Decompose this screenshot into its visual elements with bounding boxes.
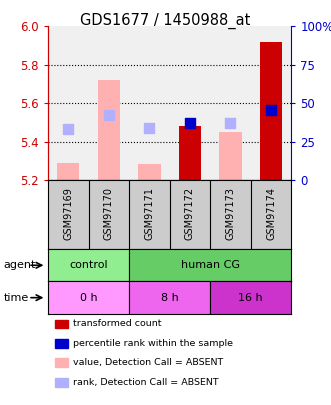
Text: GSM97174: GSM97174 — [266, 187, 276, 240]
Text: value, Detection Call = ABSENT: value, Detection Call = ABSENT — [73, 358, 223, 367]
Bar — [260, 42, 282, 180]
Bar — [129, 249, 291, 281]
Text: GDS1677 / 1450988_at: GDS1677 / 1450988_at — [80, 13, 251, 29]
Point — [66, 126, 71, 132]
Text: rank, Detection Call = ABSENT: rank, Detection Call = ABSENT — [73, 378, 218, 387]
Bar — [55, 378, 68, 387]
Point — [147, 125, 152, 132]
Text: agent: agent — [3, 260, 36, 270]
Text: GSM97172: GSM97172 — [185, 187, 195, 240]
Text: GSM97171: GSM97171 — [144, 187, 154, 240]
Bar — [210, 281, 291, 314]
Bar — [138, 164, 161, 180]
Text: percentile rank within the sample: percentile rank within the sample — [73, 339, 233, 348]
Text: time: time — [3, 293, 28, 303]
Bar — [179, 126, 201, 180]
Point — [187, 119, 193, 126]
Text: control: control — [69, 260, 108, 270]
Text: 16 h: 16 h — [238, 293, 263, 303]
Bar — [48, 281, 129, 314]
Bar — [57, 163, 79, 180]
Point — [228, 119, 233, 126]
Text: 0 h: 0 h — [80, 293, 97, 303]
Bar — [55, 320, 68, 328]
Text: human CG: human CG — [181, 260, 240, 270]
Bar — [129, 281, 210, 314]
Bar — [219, 132, 242, 180]
Text: transformed count: transformed count — [73, 320, 161, 328]
Point — [106, 112, 112, 118]
Bar — [48, 249, 129, 281]
Text: 8 h: 8 h — [161, 293, 178, 303]
Bar — [55, 358, 68, 367]
Bar — [55, 339, 68, 348]
Text: GSM97170: GSM97170 — [104, 187, 114, 240]
Point — [268, 107, 274, 113]
Text: GSM97173: GSM97173 — [225, 187, 235, 240]
Bar — [98, 80, 120, 180]
Text: GSM97169: GSM97169 — [63, 187, 73, 240]
